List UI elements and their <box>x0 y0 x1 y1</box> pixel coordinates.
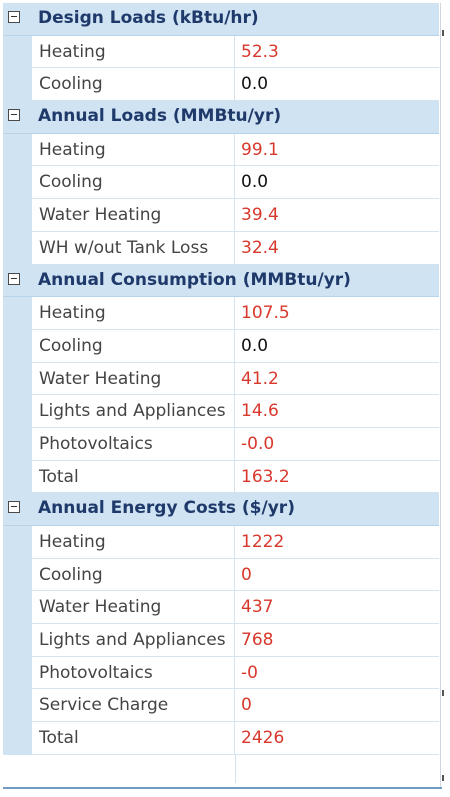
property-row[interactable]: Water Heating 39.4 <box>3 199 439 232</box>
property-value[interactable]: 163.2 <box>235 461 439 494</box>
property-row[interactable]: Total 2426 <box>3 722 439 755</box>
scrollbar-tick <box>442 775 444 781</box>
property-name: Total <box>32 460 235 494</box>
row-gutter <box>3 68 32 102</box>
row-gutter <box>3 362 32 396</box>
property-name: Cooling <box>32 166 235 200</box>
column-divider <box>235 755 236 783</box>
category-annual-loads[interactable]: Annual Loads (MMBtu/yr) <box>3 101 439 134</box>
collapse-toggle-icon[interactable] <box>8 11 20 23</box>
property-row[interactable]: Lights and Appliances 14.6 <box>3 395 439 428</box>
property-name: Water Heating <box>32 362 235 396</box>
row-gutter <box>3 722 32 755</box>
grid-bottom-border <box>3 787 442 789</box>
property-value[interactable]: 41.2 <box>235 363 439 396</box>
property-value[interactable]: 0 <box>235 559 439 592</box>
property-name: Water Heating <box>32 199 235 232</box>
property-name: Lights and Appliances <box>32 395 235 428</box>
property-value[interactable]: 1222 <box>235 526 439 559</box>
row-gutter <box>3 591 32 625</box>
property-row[interactable]: Heating 99.1 <box>3 133 439 167</box>
collapse-toggle-icon[interactable] <box>8 109 20 122</box>
row-gutter <box>3 133 32 167</box>
property-grid: Design Loads (kBtu/hr) Heating 52.3 Cool… <box>3 3 439 755</box>
property-name: Service Charge <box>32 689 235 723</box>
property-row[interactable]: Photovoltaics -0.0 <box>3 427 439 461</box>
empty-row <box>3 755 439 783</box>
property-name: Heating <box>32 297 235 330</box>
property-name: Water Heating <box>32 591 235 625</box>
property-name: WH w/out Tank Loss <box>32 231 235 265</box>
property-name: Photovoltaics <box>32 427 235 461</box>
property-value[interactable]: 768 <box>235 624 439 657</box>
property-value[interactable]: 0.0 <box>235 166 439 200</box>
row-gutter <box>3 526 32 559</box>
property-row[interactable]: Heating 1222 <box>3 526 439 559</box>
row-gutter <box>3 395 32 428</box>
row-gutter <box>3 35 32 69</box>
row-gutter <box>3 231 32 265</box>
row-gutter <box>3 558 32 592</box>
row-gutter <box>3 297 32 330</box>
row-gutter <box>3 199 32 232</box>
category-annual-energy-costs[interactable]: Annual Energy Costs ($/yr) <box>3 493 439 526</box>
property-name: Cooling <box>32 558 235 592</box>
property-name: Cooling <box>32 329 235 363</box>
property-value[interactable]: -0.0 <box>235 428 439 461</box>
property-value[interactable]: 52.3 <box>235 36 439 69</box>
property-name: Cooling <box>32 68 235 102</box>
property-row[interactable]: Service Charge 0 <box>3 689 439 723</box>
property-row[interactable]: Cooling 0.0 <box>3 166 439 200</box>
row-gutter <box>3 166 32 200</box>
property-name: Total <box>32 722 235 755</box>
category-title: Annual Energy Costs ($/yr) <box>38 498 295 519</box>
row-gutter <box>3 689 32 723</box>
scrollbar-tick <box>442 690 444 696</box>
property-row[interactable]: Cooling 0.0 <box>3 329 439 363</box>
property-row[interactable]: Heating 107.5 <box>3 297 439 330</box>
row-gutter <box>3 656 32 690</box>
row-gutter <box>3 460 32 494</box>
property-name: Heating <box>32 526 235 559</box>
scrollbar-tick <box>442 30 444 36</box>
property-value[interactable]: 14.6 <box>235 395 439 428</box>
row-gutter <box>3 427 32 461</box>
property-row[interactable]: Water Heating 41.2 <box>3 362 439 396</box>
property-value[interactable]: 0.0 <box>235 330 439 363</box>
property-row[interactable]: Heating 52.3 <box>3 35 439 69</box>
property-value[interactable]: 39.4 <box>235 199 439 232</box>
property-row[interactable]: Cooling 0.0 <box>3 68 439 102</box>
category-annual-consumption[interactable]: Annual Consumption (MMBtu/yr) <box>3 264 439 298</box>
property-name: Heating <box>32 35 235 69</box>
property-name: Heating <box>32 133 235 167</box>
property-row[interactable]: Photovoltaics -0 <box>3 656 439 690</box>
grid-right-border <box>440 3 441 787</box>
property-row[interactable]: Lights and Appliances 768 <box>3 624 439 657</box>
collapse-toggle-icon[interactable] <box>8 272 20 285</box>
category-title: Annual Consumption (MMBtu/yr) <box>38 269 351 290</box>
property-row[interactable]: Total 163.2 <box>3 460 439 494</box>
category-title: Annual Loads (MMBtu/yr) <box>38 106 282 127</box>
row-gutter <box>3 624 32 657</box>
category-title: Design Loads (kBtu/hr) <box>38 8 259 28</box>
property-row[interactable]: WH w/out Tank Loss 32.4 <box>3 231 439 265</box>
property-row[interactable]: Water Heating 437 <box>3 591 439 625</box>
collapse-toggle-icon[interactable] <box>8 501 20 514</box>
row-gutter <box>3 329 32 363</box>
property-value[interactable]: 0 <box>235 689 439 723</box>
property-value[interactable]: 2426 <box>235 722 439 755</box>
property-value[interactable]: 107.5 <box>235 297 439 330</box>
property-value[interactable]: -0 <box>235 657 439 690</box>
property-name: Lights and Appliances <box>32 624 235 657</box>
property-value[interactable]: 32.4 <box>235 232 439 265</box>
property-value[interactable]: 437 <box>235 591 439 625</box>
property-value[interactable]: 0.0 <box>235 68 439 102</box>
category-design-loads[interactable]: Design Loads (kBtu/hr) <box>3 3 439 36</box>
property-name: Photovoltaics <box>32 656 235 690</box>
property-row[interactable]: Cooling 0 <box>3 558 439 592</box>
property-value[interactable]: 99.1 <box>235 134 439 167</box>
